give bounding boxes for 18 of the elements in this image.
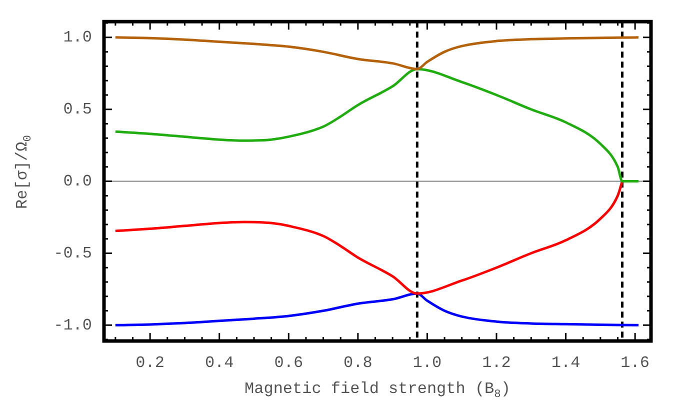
x-tick-label: 0.2 bbox=[136, 354, 164, 372]
y-tick-label: 1.0 bbox=[63, 28, 92, 47]
x-tick-label: 1.0 bbox=[412, 354, 442, 372]
y-tick-label: -0.5 bbox=[54, 244, 92, 262]
line-series bbox=[114, 292, 640, 326]
x-tick-label: 1.4 bbox=[551, 354, 580, 372]
x-tick-label: 1.2 bbox=[482, 354, 511, 372]
x-tick-label: 0.8 bbox=[344, 354, 372, 372]
x-axis-title: Magnetic field strength (B$_{8}$) bbox=[244, 380, 512, 402]
line-series bbox=[114, 36, 640, 70]
y-tick-label: -1.0 bbox=[54, 316, 92, 334]
x-tick-label: 0.4 bbox=[204, 354, 234, 372]
y-tick-label: 0.5 bbox=[63, 100, 92, 119]
x-tick-label: 0.6 bbox=[274, 354, 304, 372]
line-series bbox=[114, 68, 640, 183]
line-series bbox=[114, 180, 624, 295]
y-tick-label: 0.0 bbox=[63, 172, 92, 191]
x-tick-label: 1.6 bbox=[620, 354, 650, 372]
